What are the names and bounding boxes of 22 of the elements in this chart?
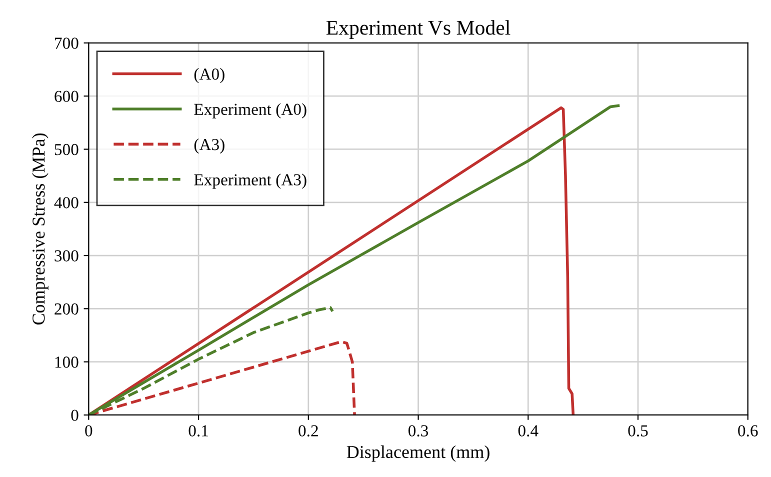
y-tick-label: 400 [54, 197, 78, 208]
chart-title: Experiment Vs Model [326, 20, 510, 40]
x-tick-label: 0.2 [298, 425, 318, 437]
x-axis-title: Displacement (mm) [346, 445, 490, 462]
legend-label: (A0) [194, 68, 224, 84]
x-tick-label: 0.3 [408, 425, 428, 437]
x-tick-label: 0 [85, 425, 92, 436]
x-tick-label: 0.1 [188, 425, 208, 437]
legend-label: Experiment (A0) [194, 103, 306, 118]
y-tick-label: 500 [54, 144, 78, 156]
x-tick-label: 0.4 [518, 425, 538, 437]
x-tick-label: 0.6 [738, 425, 758, 437]
y-axis-title: Compressive Stress (MPa) [32, 133, 48, 325]
y-tick-label: 600 [54, 90, 78, 102]
y-tick-label: 200 [54, 303, 78, 315]
legend-label: (A3) [194, 138, 224, 154]
y-tick-label: 700 [55, 38, 78, 49]
y-tick-label: 0 [71, 410, 78, 421]
x-tick-label: 0.5 [628, 425, 648, 437]
legend-label: Experiment (A3) [194, 174, 306, 189]
y-tick-label: 300 [54, 250, 78, 262]
y-tick-label: 100 [55, 356, 78, 368]
